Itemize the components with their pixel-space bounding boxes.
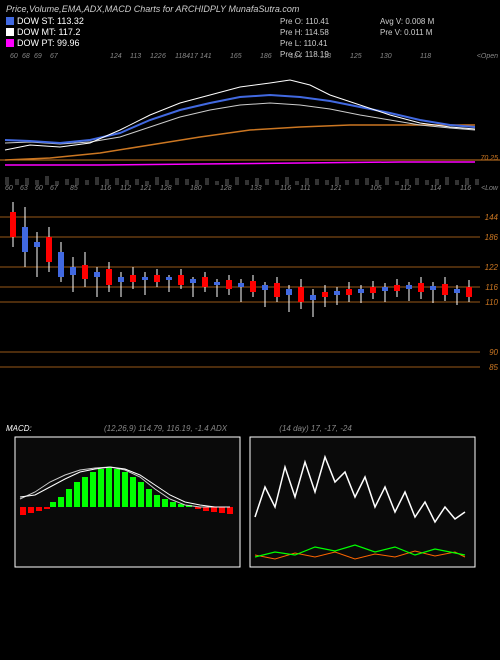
- svg-text:122: 122: [485, 263, 499, 272]
- legend-dow-pt: DOW PT: 99.96: [6, 38, 146, 48]
- svg-text:85: 85: [489, 363, 498, 372]
- svg-text:144: 144: [485, 213, 499, 222]
- indicator-labels: MACD: (12,26,9) 114.79, 116.19, -1.4 ADX…: [0, 422, 500, 435]
- xaxis-candle: <Low 60636067851161121211281801281331161…: [0, 185, 500, 197]
- chart-title: Price,Volume,EMA,ADX,MACD Charts for ARC…: [6, 4, 494, 14]
- bottom-panels: [0, 435, 500, 570]
- svg-text:110: 110: [485, 298, 498, 307]
- header: Price,Volume,EMA,ADX,MACD Charts for ARC…: [0, 0, 500, 53]
- legend-dow-st: DOW ST: 113.32: [6, 16, 146, 26]
- chart-container: Price,Volume,EMA,ADX,MACD Charts for ARC…: [0, 0, 500, 660]
- legend-dow-mt: DOW MT: 117.2: [6, 27, 146, 37]
- swatch-st: [6, 17, 14, 25]
- overlay-chart: 70.25: [0, 65, 500, 185]
- swatch-pt: [6, 39, 14, 47]
- svg-text:116: 116: [485, 283, 498, 292]
- volume-info: Avg V: 0.008 M Pre V: 0.011 M: [380, 16, 434, 38]
- svg-text:90: 90: [489, 348, 498, 357]
- xaxis-overlay: <Open 6068696712411312261184171411651861…: [0, 53, 500, 65]
- svg-text:186: 186: [485, 233, 499, 242]
- candle-chart: 144 186 122 116 110 90 85: [0, 197, 500, 392]
- swatch-mt: [6, 28, 14, 36]
